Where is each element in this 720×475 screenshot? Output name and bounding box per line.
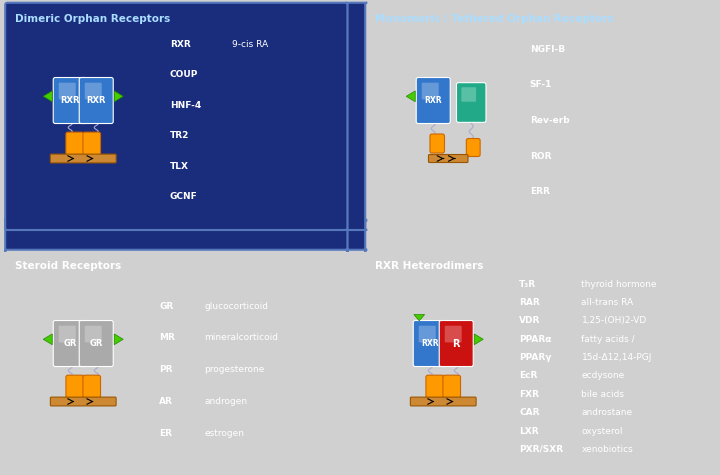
Polygon shape (43, 334, 53, 345)
FancyBboxPatch shape (83, 375, 101, 398)
Text: GCNF: GCNF (170, 192, 197, 201)
Text: AR: AR (159, 397, 173, 406)
FancyBboxPatch shape (416, 77, 450, 124)
Text: VDR: VDR (519, 316, 541, 325)
FancyBboxPatch shape (50, 154, 116, 163)
Polygon shape (114, 91, 123, 102)
Text: PPARγ: PPARγ (519, 353, 552, 362)
Text: RXR: RXR (60, 96, 80, 105)
FancyBboxPatch shape (439, 321, 473, 367)
FancyBboxPatch shape (83, 132, 101, 155)
Text: GR: GR (63, 339, 77, 348)
Text: PR: PR (159, 365, 173, 374)
FancyBboxPatch shape (430, 134, 444, 153)
FancyBboxPatch shape (346, 3, 367, 230)
FancyBboxPatch shape (53, 321, 87, 367)
FancyBboxPatch shape (462, 87, 476, 102)
Text: MR: MR (159, 333, 175, 342)
Polygon shape (114, 334, 123, 345)
Text: ecdysone: ecdysone (582, 371, 625, 380)
FancyBboxPatch shape (346, 218, 367, 252)
FancyBboxPatch shape (419, 326, 436, 342)
Text: Rev-erb: Rev-erb (530, 116, 570, 125)
FancyBboxPatch shape (59, 83, 76, 99)
Text: ER: ER (159, 428, 172, 437)
Text: estrogen: estrogen (204, 428, 244, 437)
Text: Steroid Receptors: Steroid Receptors (15, 261, 122, 271)
FancyBboxPatch shape (467, 139, 480, 156)
Text: 1,25-(OH)2-VD: 1,25-(OH)2-VD (582, 316, 647, 325)
Text: glucocorticoid: glucocorticoid (204, 302, 268, 311)
Text: RAR: RAR (519, 298, 540, 307)
Text: R: R (452, 339, 460, 349)
Text: 9-cis RA: 9-cis RA (232, 40, 268, 49)
FancyBboxPatch shape (5, 3, 348, 230)
Text: TLX: TLX (170, 162, 189, 171)
FancyBboxPatch shape (79, 321, 113, 367)
Text: androgen: androgen (204, 397, 247, 406)
FancyBboxPatch shape (410, 397, 476, 406)
FancyBboxPatch shape (50, 397, 116, 406)
Text: progesterone: progesterone (204, 365, 264, 374)
Text: ERR: ERR (530, 187, 549, 196)
FancyBboxPatch shape (53, 77, 87, 124)
Text: bile acids: bile acids (582, 390, 624, 399)
Polygon shape (406, 91, 415, 102)
Text: CAR: CAR (519, 408, 540, 417)
FancyBboxPatch shape (445, 326, 462, 342)
Text: thyroid hormone: thyroid hormone (582, 280, 657, 289)
FancyBboxPatch shape (85, 326, 102, 342)
Text: RXR: RXR (421, 339, 439, 348)
FancyBboxPatch shape (5, 218, 348, 252)
FancyBboxPatch shape (443, 375, 461, 398)
Polygon shape (414, 314, 425, 321)
Text: PXR/SXR: PXR/SXR (519, 445, 563, 454)
FancyBboxPatch shape (426, 375, 444, 398)
FancyBboxPatch shape (59, 326, 76, 342)
Text: Dimeric Orphan Receptors: Dimeric Orphan Receptors (15, 14, 171, 24)
Text: ROR: ROR (530, 152, 551, 161)
Text: androstane: androstane (582, 408, 633, 417)
Text: RXR Heterodimers: RXR Heterodimers (375, 261, 484, 271)
Text: oxysterol: oxysterol (582, 427, 623, 436)
Text: FXR: FXR (519, 390, 539, 399)
Text: PPARα: PPARα (519, 335, 552, 344)
Text: T₃R: T₃R (519, 280, 536, 289)
Text: 15d-Δ12,14-PGJ: 15d-Δ12,14-PGJ (582, 353, 652, 362)
Text: COUP: COUP (170, 70, 198, 79)
Text: Monomeric / Tethered Orphan Receptors: Monomeric / Tethered Orphan Receptors (375, 14, 613, 24)
FancyBboxPatch shape (428, 154, 468, 162)
Polygon shape (43, 91, 53, 102)
Text: RXR: RXR (86, 96, 106, 105)
Text: mineralcorticoid: mineralcorticoid (204, 333, 278, 342)
FancyBboxPatch shape (413, 321, 447, 367)
FancyBboxPatch shape (79, 77, 113, 124)
Text: fatty acids /: fatty acids / (582, 335, 635, 344)
FancyBboxPatch shape (66, 375, 84, 398)
Text: RXR: RXR (170, 40, 190, 49)
Text: GR: GR (159, 302, 174, 311)
Text: TR2: TR2 (170, 131, 189, 140)
Text: xenobiotics: xenobiotics (582, 445, 633, 454)
Text: NGFI-B: NGFI-B (530, 45, 564, 54)
Polygon shape (474, 334, 483, 345)
Text: all-trans RA: all-trans RA (582, 298, 634, 307)
Text: LXR: LXR (519, 427, 539, 436)
Text: SF-1: SF-1 (530, 80, 552, 89)
FancyBboxPatch shape (422, 83, 438, 99)
FancyBboxPatch shape (85, 83, 102, 99)
FancyBboxPatch shape (66, 132, 84, 155)
Text: EcR: EcR (519, 371, 538, 380)
Text: RXR: RXR (424, 96, 442, 105)
FancyBboxPatch shape (456, 83, 486, 123)
Text: GR: GR (89, 339, 103, 348)
Text: HNF-4: HNF-4 (170, 101, 201, 110)
